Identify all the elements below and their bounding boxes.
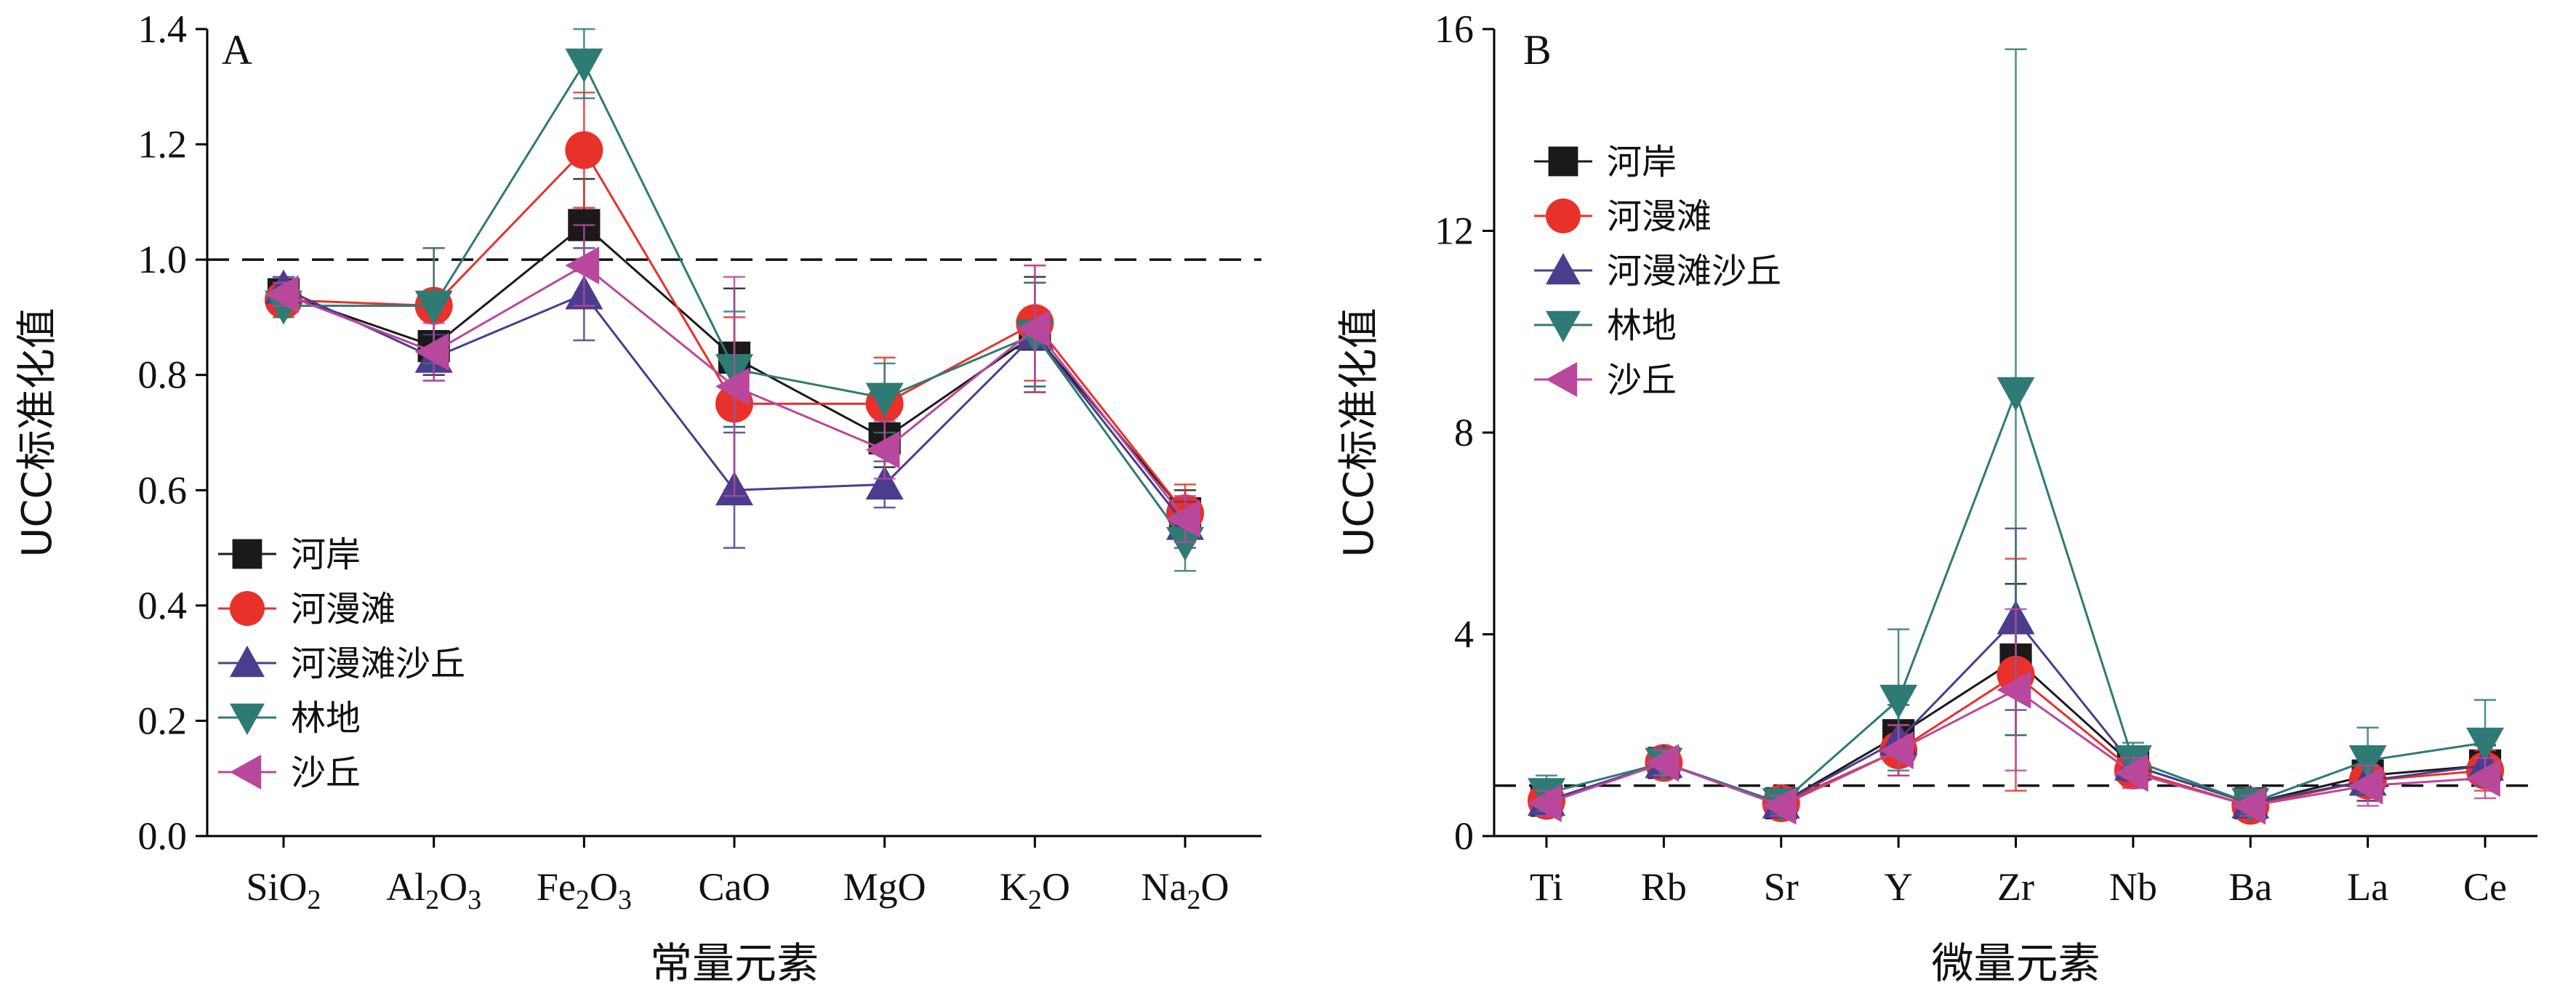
data-point [1166, 499, 1200, 538]
y-tick-label: 0.2 [138, 699, 188, 742]
legend-label: 河漫滩 [1607, 196, 1712, 237]
data-point [565, 48, 603, 83]
data-point [2466, 727, 2504, 762]
legend-label: 河岸 [291, 534, 361, 575]
x-tick-label: Ce [2463, 865, 2507, 909]
data-point [865, 382, 904, 417]
x-tick-label: SiO2 [246, 865, 321, 915]
x-tick-label: CaO [699, 865, 771, 909]
y-tick-label: 16 [1435, 7, 1474, 51]
y-tick-label: 0.4 [138, 584, 188, 627]
x-tick-label: Y [1885, 865, 1913, 909]
data-point [2466, 759, 2500, 798]
y-tick-label: 0.0 [138, 814, 188, 858]
legend-label: 河岸 [1607, 142, 1677, 182]
x-tick-label: Na2O [1141, 865, 1229, 915]
y-tick-label: 1.0 [138, 238, 188, 281]
y-tick-label: 1.2 [138, 123, 188, 166]
y-axis-title: UCC标准化值 [14, 308, 61, 557]
data-point [865, 465, 904, 500]
data-point [2114, 754, 2148, 792]
panel-label: B [1523, 26, 1552, 73]
legend-marker [1548, 146, 1578, 177]
legend-marker [1546, 198, 1581, 233]
legend-marker [1546, 310, 1581, 342]
legend-marker [232, 539, 262, 569]
x-axis-title: 常量元素 [650, 939, 819, 988]
y-tick-label: 0.6 [138, 468, 188, 512]
legend-label: 林地 [291, 698, 361, 739]
y-tick-label: 4 [1454, 613, 1474, 656]
legend-label: 林地 [1607, 305, 1677, 346]
x-tick-label: Al2O3 [386, 865, 481, 915]
data-point [715, 367, 750, 406]
data-point [1645, 744, 1680, 782]
x-tick-label: Rb [1641, 865, 1687, 909]
data-point [2348, 766, 2383, 805]
data-point [1016, 310, 1051, 348]
legend-label: 河漫滩沙丘 [291, 643, 465, 684]
y-tick-label: 0 [1454, 814, 1474, 858]
legend-marker [1546, 362, 1578, 397]
x-tick-label: K2O [1000, 865, 1070, 915]
data-point [1528, 784, 1562, 822]
y-tick-label: 0.8 [138, 353, 188, 397]
x-tick-label: MgO [843, 865, 926, 909]
panel-label: A [222, 26, 252, 73]
x-tick-label: La [2347, 865, 2388, 909]
panel-a: 0.0 0.2 0.4 0.6 0.8 1.0 1.2 1.4 SiO2 Al2O3 Fe2O3 Ca… [14, 7, 1261, 988]
x-tick-label: Ba [2228, 865, 2272, 909]
data-point [1762, 787, 1797, 825]
data-point [414, 333, 449, 371]
data-point [1997, 377, 2035, 411]
data-point [414, 290, 453, 325]
y-tick-label: 8 [1454, 411, 1474, 454]
x-axis-title: 微量元素 [1931, 939, 2100, 988]
data-point [1997, 670, 2031, 709]
series-5 [265, 224, 1200, 543]
data-point [1166, 526, 1204, 561]
x-tick-label: Sr [1764, 865, 1799, 909]
y-tick-label: 1.4 [138, 7, 188, 51]
y-axis-title: UCC标准化值 [1336, 308, 1383, 557]
legend-label: 沙丘 [1607, 360, 1677, 401]
data-point [2348, 745, 2387, 779]
x-tick-label: Nb [2109, 865, 2157, 909]
data-point [265, 275, 299, 313]
data-point [2231, 787, 2266, 825]
data-point [1879, 731, 1914, 770]
data-point [865, 430, 900, 469]
legend-marker [1546, 253, 1581, 285]
data-point [1879, 684, 1918, 719]
y-tick-label: 12 [1435, 209, 1474, 253]
legend-marker [230, 703, 265, 735]
legend-marker [230, 755, 262, 790]
x-tick-label: Ti [1530, 865, 1563, 909]
series-5 [1528, 608, 2500, 825]
x-tick-label: Fe2O3 [537, 865, 632, 915]
legend-marker [230, 646, 265, 678]
legend-label: 河漫滩 [291, 589, 396, 630]
legend-marker [230, 591, 265, 626]
x-tick-label: Zr [1997, 865, 2034, 909]
legend-label: 河漫滩沙丘 [1607, 251, 1781, 292]
data-point [565, 131, 603, 169]
data-point [565, 246, 600, 285]
legend-label: 沙丘 [291, 752, 361, 793]
